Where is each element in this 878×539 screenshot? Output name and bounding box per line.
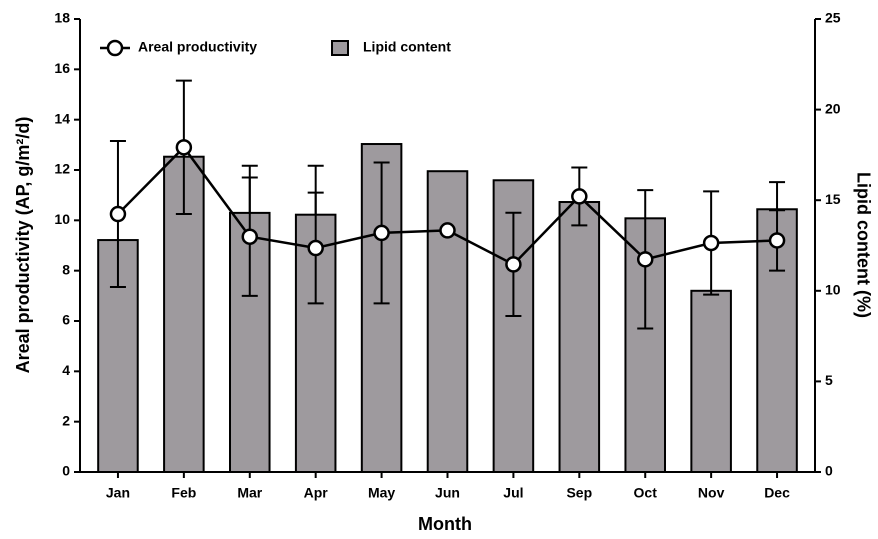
point [373,224,390,242]
y-tick-label: 16 [54,60,70,76]
point [571,188,588,205]
y2-axis-title: Lipid content (%) [853,172,873,318]
x-tick-label: Feb [171,485,196,501]
y-tick-label: 4 [62,362,70,378]
y-tick-label: 6 [62,312,70,328]
x-tick-label: Nov [698,485,725,501]
x-tick-label: Jul [503,485,523,501]
legend-label: Lipid content [363,39,451,55]
x-tick-label: Jun [435,485,460,501]
x-tick-label: Mar [237,485,262,501]
y-tick-label: 8 [62,261,70,277]
y-tick-label: 0 [62,463,70,479]
bar [426,170,469,473]
point [307,239,324,257]
x-tick-label: Apr [304,485,329,501]
y-tick-label: 18 [54,10,70,26]
x-tick-label: Dec [764,485,790,501]
point [505,256,522,273]
x-tick-label: May [368,485,395,501]
point [439,222,456,239]
y2-tick-label: 10 [825,282,841,298]
y-tick-label: 12 [54,161,70,177]
y-tick-label: 10 [54,211,70,227]
legend-marker [106,39,124,57]
y2-tick-label: 25 [825,10,841,26]
x-tick-label: Sep [566,485,592,501]
legend-swatch [331,40,349,56]
y2-tick-label: 5 [825,372,833,388]
y-tick-label: 14 [54,110,70,126]
point [241,228,259,245]
y-tick-label: 2 [62,412,70,428]
point [636,251,654,268]
point [175,139,193,156]
bar [558,201,601,473]
y2-tick-label: 15 [825,191,841,207]
legend-label: Areal productivity [138,39,257,55]
bar [690,289,732,473]
y2-tick-label: 0 [825,463,833,479]
point [702,234,720,252]
x-axis-title: Month [418,514,472,534]
point [768,232,786,249]
y-axis-title: Areal productivity (AP, g/m²/d) [13,117,33,374]
x-tick-label: Jan [106,485,130,501]
x-tick-label: Oct [634,485,658,501]
point [109,205,127,223]
y2-tick-label: 20 [825,100,841,116]
